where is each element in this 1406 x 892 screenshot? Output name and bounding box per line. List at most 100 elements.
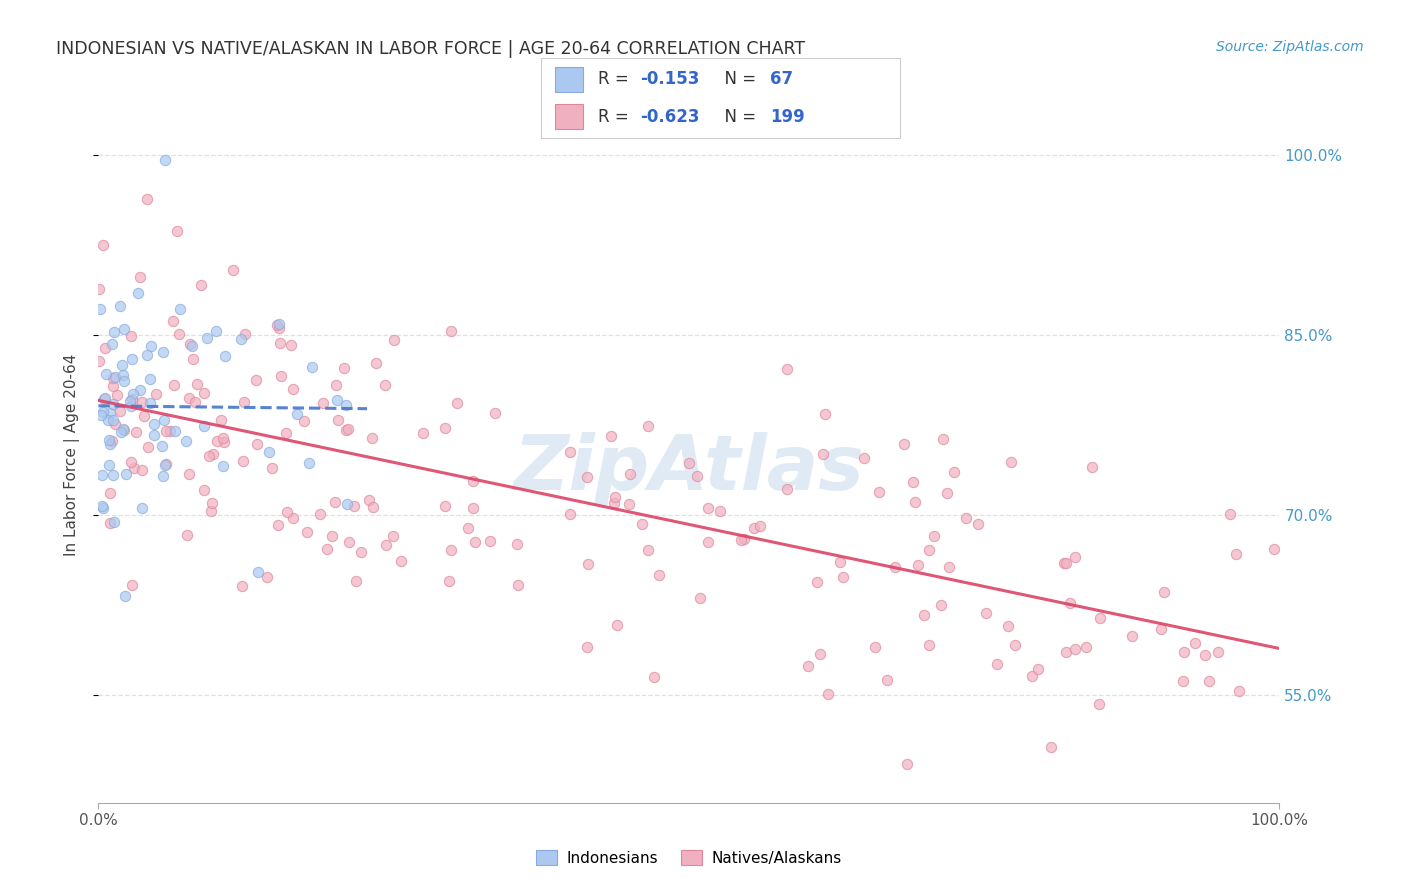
Point (212, 431, 235, 445)
Point (94, 341, 117, 355)
Point (198, 449, 221, 463)
Point (128, 285, 150, 300)
Point (131, 462, 153, 476)
Point (686, 469, 709, 483)
Point (131, 395, 153, 409)
Point (1219, 508, 1241, 522)
Point (91, 405, 114, 419)
Point (852, 450, 875, 465)
Point (776, 361, 799, 376)
Point (120, 329, 142, 343)
Point (145, 386, 167, 401)
Point (281, 510, 304, 524)
Point (479, 533, 502, 548)
Text: Source: ZipAtlas.com: Source: ZipAtlas.com (1216, 40, 1364, 54)
Point (321, 529, 343, 543)
Point (120, 455, 142, 469)
Point (152, 413, 174, 427)
Point (177, 391, 200, 405)
Point (312, 396, 335, 410)
Text: N =: N = (714, 108, 762, 126)
Point (179, 336, 201, 351)
Point (974, 606, 997, 620)
Point (1040, 739, 1063, 754)
Point (197, 331, 219, 345)
Point (603, 496, 626, 510)
Point (98, 458, 121, 473)
Point (121, 578, 143, 592)
Point (138, 440, 160, 454)
Point (101, 370, 124, 384)
Point (868, 485, 890, 500)
Point (91, 500, 114, 515)
Point (375, 537, 398, 551)
Point (1053, 556, 1076, 570)
Text: ZipAtlas: ZipAtlas (513, 432, 865, 506)
Point (193, 483, 215, 497)
Point (389, 554, 412, 568)
Point (269, 336, 291, 351)
Point (142, 417, 165, 432)
Point (176, 528, 198, 542)
Point (463, 501, 485, 516)
Point (153, 458, 176, 473)
Point (91, 237, 114, 252)
Point (94, 392, 117, 406)
Point (212, 458, 235, 473)
Point (143, 427, 166, 442)
Point (336, 498, 359, 512)
Point (1263, 542, 1285, 557)
Point (440, 324, 463, 338)
Point (1059, 596, 1081, 610)
Point (201, 496, 224, 510)
Point (103, 325, 125, 339)
Point (643, 670, 665, 684)
Point (267, 317, 290, 331)
Point (101, 467, 124, 482)
Point (328, 413, 350, 427)
Point (112, 375, 135, 389)
Point (214, 349, 236, 363)
Point (1054, 645, 1077, 659)
Point (576, 470, 599, 484)
Point (333, 361, 356, 376)
Point (374, 377, 396, 392)
Point (256, 570, 278, 584)
Point (903, 495, 925, 509)
Point (1121, 629, 1143, 643)
Point (457, 521, 479, 535)
Point (193, 386, 215, 401)
Point (245, 373, 267, 387)
Point (749, 518, 772, 533)
Text: N =: N = (714, 70, 762, 88)
Point (883, 560, 905, 574)
Point (1153, 585, 1175, 599)
Text: -0.153: -0.153 (640, 70, 699, 88)
Point (97, 413, 120, 427)
Point (298, 456, 321, 470)
Point (100, 437, 122, 451)
Point (316, 542, 339, 557)
Point (110, 403, 132, 417)
Point (260, 461, 283, 475)
Point (101, 397, 124, 411)
Point (1198, 674, 1220, 689)
Point (295, 524, 318, 539)
Point (269, 321, 291, 335)
Point (918, 638, 941, 652)
Point (776, 482, 799, 496)
Point (806, 575, 828, 590)
Point (412, 426, 434, 441)
Point (434, 500, 457, 514)
Point (152, 469, 174, 483)
Point (1080, 459, 1102, 474)
Point (648, 568, 671, 582)
Point (122, 461, 145, 475)
Point (94, 367, 117, 381)
Point (274, 426, 297, 441)
Point (276, 505, 298, 519)
Point (637, 418, 659, 433)
Point (184, 394, 207, 409)
Point (150, 439, 173, 453)
Point (1171, 673, 1194, 688)
